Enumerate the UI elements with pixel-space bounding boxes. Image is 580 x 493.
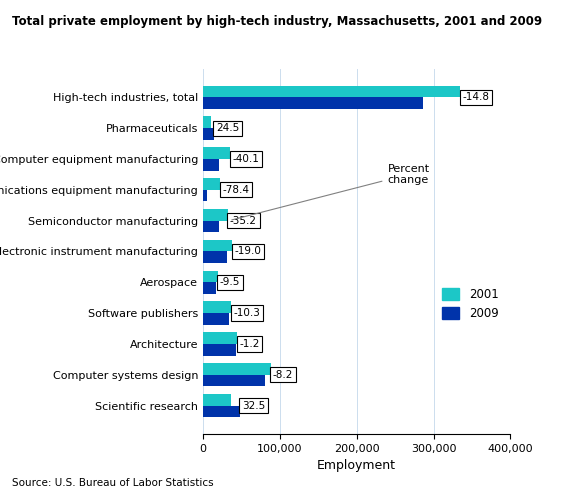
- Bar: [203, 301, 231, 313]
- Bar: [203, 220, 219, 232]
- Bar: [203, 190, 206, 202]
- Bar: [203, 116, 212, 128]
- Bar: [203, 406, 240, 417]
- Bar: [203, 313, 229, 325]
- Text: -78.4: -78.4: [222, 185, 249, 195]
- Bar: [203, 128, 213, 140]
- Bar: [203, 97, 423, 109]
- Bar: [203, 394, 231, 406]
- Bar: [203, 344, 237, 355]
- Text: 32.5: 32.5: [242, 400, 265, 411]
- X-axis label: Employment: Employment: [317, 459, 396, 472]
- Text: Source: U.S. Bureau of Labor Statistics: Source: U.S. Bureau of Labor Statistics: [12, 478, 213, 488]
- Bar: [203, 271, 218, 282]
- Text: Percent
change: Percent change: [232, 164, 430, 220]
- Bar: [203, 375, 265, 387]
- Bar: [203, 86, 461, 97]
- Legend: 2001, 2009: 2001, 2009: [436, 282, 505, 326]
- Text: -19.0: -19.0: [234, 246, 262, 256]
- Bar: [203, 178, 220, 190]
- Bar: [203, 363, 271, 375]
- Text: 24.5: 24.5: [216, 123, 239, 133]
- Bar: [203, 240, 232, 251]
- Text: -8.2: -8.2: [273, 370, 293, 380]
- Text: -9.5: -9.5: [220, 277, 240, 287]
- Text: -40.1: -40.1: [232, 154, 259, 164]
- Bar: [203, 159, 219, 171]
- Bar: [203, 251, 227, 263]
- Text: -1.2: -1.2: [239, 339, 259, 349]
- Bar: [203, 147, 230, 159]
- Text: -14.8: -14.8: [463, 92, 490, 103]
- Bar: [203, 209, 227, 220]
- Bar: [203, 332, 237, 344]
- Text: -35.2: -35.2: [230, 215, 257, 226]
- Bar: [203, 282, 216, 294]
- Text: -10.3: -10.3: [234, 308, 260, 318]
- Text: Total private employment by high-tech industry, Massachusetts, 2001 and 2009: Total private employment by high-tech in…: [12, 15, 542, 28]
